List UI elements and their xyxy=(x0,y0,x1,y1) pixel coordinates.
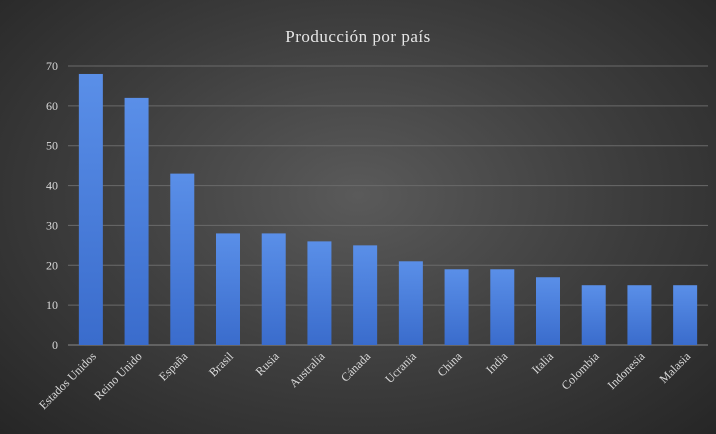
x-tick-label: India xyxy=(483,349,511,377)
bars xyxy=(78,73,698,345)
bar-malasia xyxy=(673,285,698,345)
y-tick-label: 20 xyxy=(46,258,58,272)
y-tick-label: 50 xyxy=(46,139,58,153)
x-tick-label: Estados Unidos xyxy=(36,349,99,412)
x-tick-label: Italia xyxy=(529,349,557,377)
y-tick-label: 70 xyxy=(46,59,58,73)
y-tick-label: 10 xyxy=(46,298,58,312)
y-tick-label: 30 xyxy=(46,218,58,232)
bar-ucrania xyxy=(398,261,423,345)
x-tick-label: Australia xyxy=(287,349,328,390)
bar-españa xyxy=(170,173,195,345)
grid-lines xyxy=(68,65,708,346)
chart-title: Producción por país xyxy=(285,27,430,46)
bar-reino-unido xyxy=(124,97,149,345)
x-tick-label: Brasil xyxy=(206,349,237,380)
x-tick-label: Ucrania xyxy=(382,349,419,386)
x-tick-label: Colombia xyxy=(558,349,602,393)
bar-brasil xyxy=(216,233,240,345)
bar-italia xyxy=(536,277,560,345)
y-axis-ticks: 0 10 20 30 40 50 60 70 xyxy=(46,59,58,352)
x-tick-label: España xyxy=(156,349,191,384)
bar-china xyxy=(444,269,469,345)
x-tick-label: China xyxy=(435,349,466,380)
bar-indonesia xyxy=(627,285,652,345)
bar-rusia xyxy=(261,233,286,345)
y-tick-label: 40 xyxy=(46,179,58,193)
x-tick-label: Rusia xyxy=(253,349,283,379)
x-tick-label: Malasia xyxy=(656,349,693,386)
x-tick-label: Reino Unido xyxy=(91,349,145,403)
y-tick-label: 0 xyxy=(52,338,58,352)
x-tick-label: Indonesia xyxy=(605,349,648,392)
x-tick-label: Cánada xyxy=(338,349,374,385)
bar-colombia xyxy=(581,285,606,345)
bar-india xyxy=(490,269,515,345)
bar-estados-unidos xyxy=(78,73,103,345)
y-tick-label: 60 xyxy=(46,99,58,113)
bar-cánada xyxy=(353,245,378,345)
bar-australia xyxy=(307,241,332,345)
